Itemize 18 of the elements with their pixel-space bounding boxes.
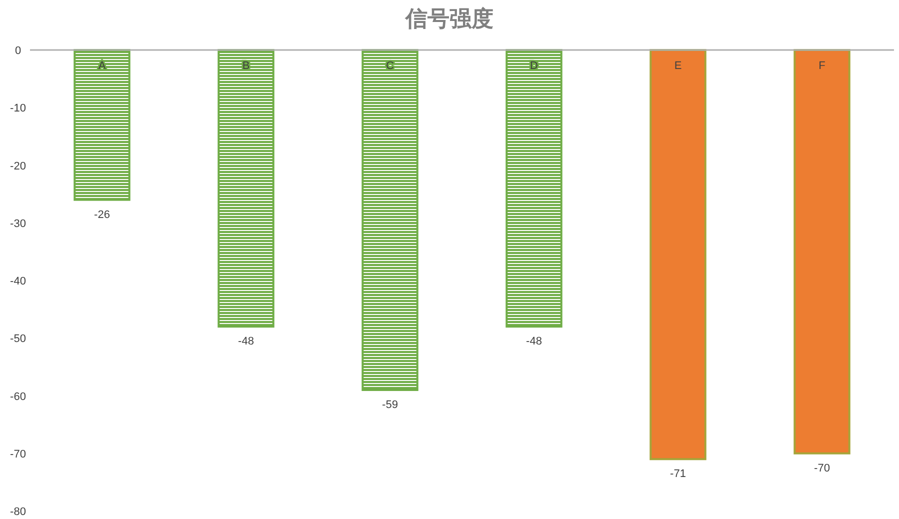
y-tick-label: -70 [10,448,26,460]
x-tick-label: F [818,60,826,72]
data-label: -59 [382,398,398,411]
y-tick-label: -30 [10,218,26,230]
y-tick-label: -10 [10,102,26,115]
data-label: -70 [814,462,830,474]
x-tick-label: E [674,60,682,72]
y-tick-label: -50 [10,333,26,346]
y-tick-label: 0 [14,45,22,57]
y-tick-label: -20 [10,160,26,172]
chart-title: 信号强度 [404,6,494,32]
data-label: -26 [94,208,110,221]
y-tick-label: -80 [10,506,26,518]
y-tick-label: -40 [10,276,26,288]
data-label: -71 [670,468,686,480]
data-label: -48 [526,336,542,348]
data-label: -48 [238,336,254,348]
y-tick-label: -60 [10,390,26,403]
